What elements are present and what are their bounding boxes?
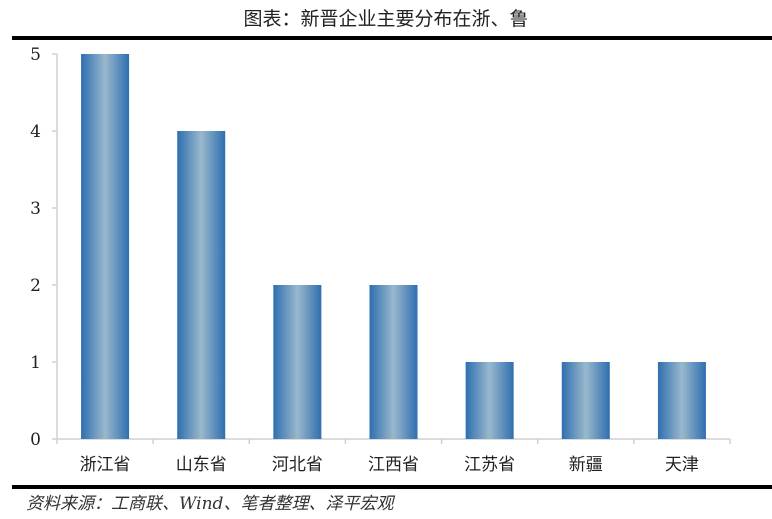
y-tick-label: 1 xyxy=(30,353,41,373)
bar-1 xyxy=(177,131,226,439)
y-tick-label: 2 xyxy=(30,276,41,296)
bar-6 xyxy=(657,362,706,439)
y-tick-label: 5 xyxy=(30,45,41,65)
bar-5 xyxy=(561,362,610,439)
x-tick-label: 河北省 xyxy=(272,455,323,475)
bar-3 xyxy=(369,285,418,439)
y-tick-label: 0 xyxy=(30,430,41,450)
x-tick-label: 天津 xyxy=(665,455,699,475)
top-rule xyxy=(12,36,772,40)
x-tick-label: 山东省 xyxy=(176,455,227,475)
x-tick-label: 浙江省 xyxy=(80,455,131,475)
bar-0 xyxy=(81,54,130,439)
y-tick-label: 4 xyxy=(30,122,41,142)
x-tick-label: 江西省 xyxy=(368,455,419,475)
chart-title: 图表：新晋企业主要分布在浙、鲁 xyxy=(243,8,529,30)
source-note: 资料来源：工商联、Wind、笔者整理、泽平宏观 xyxy=(26,494,394,514)
bottom-rule xyxy=(12,485,772,489)
bar-2 xyxy=(273,285,322,439)
bar-4 xyxy=(465,362,514,439)
x-tick-label: 江苏省 xyxy=(464,455,515,475)
y-tick-label: 3 xyxy=(30,199,41,219)
x-tick-label: 新疆 xyxy=(569,455,603,475)
